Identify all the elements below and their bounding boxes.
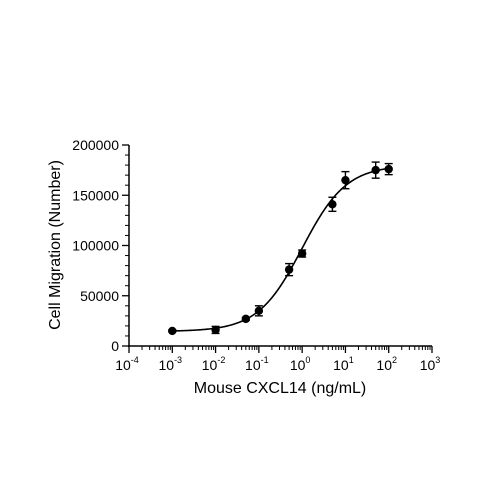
- data-marker: [254, 306, 264, 316]
- data-points: [168, 161, 393, 336]
- y-tick-label: 100000: [72, 238, 119, 254]
- x-tick-label: 102: [376, 355, 397, 373]
- data-point: [254, 305, 264, 317]
- data-marker: [241, 314, 251, 324]
- data-point: [384, 162, 393, 176]
- data-point: [211, 325, 220, 335]
- data-marker: [168, 326, 177, 336]
- y-tick-label: 0: [111, 338, 119, 354]
- fit-curve: [172, 167, 389, 332]
- data-marker: [341, 175, 350, 185]
- data-marker: [384, 164, 393, 174]
- y-tick-label: 50000: [80, 288, 119, 304]
- data-point: [341, 170, 350, 190]
- data-point: [328, 196, 337, 213]
- x-tick-label: 10-1: [245, 355, 269, 373]
- data-marker: [297, 249, 307, 258]
- data-marker: [284, 265, 294, 274]
- y-tick-label: 200000: [72, 137, 119, 153]
- x-tick-label: 10-2: [202, 355, 226, 373]
- data-point: [241, 314, 251, 324]
- x-tick-label: 100: [290, 355, 311, 373]
- y-tick-label: 150000: [72, 187, 119, 203]
- x-tick-label: 103: [420, 355, 441, 373]
- y-axis-label: Cell Migration (Number): [47, 160, 64, 330]
- data-point: [284, 262, 294, 277]
- data-point: [297, 249, 307, 258]
- x-axis-label: Mouse CXCL14 (ng/mL): [194, 380, 367, 397]
- data-point: [168, 326, 177, 336]
- data-marker: [328, 200, 337, 209]
- data-marker: [371, 165, 380, 175]
- x-tick-label: 101: [333, 355, 354, 373]
- x-tick-label: 10-4: [115, 355, 139, 373]
- data-marker: [211, 325, 220, 335]
- data-point: [371, 161, 380, 179]
- axes: 0 50000 100000 150000 200000 10-4 10-3 10-2 10-1…: [72, 137, 440, 373]
- x-tick-label: 10-3: [158, 355, 182, 373]
